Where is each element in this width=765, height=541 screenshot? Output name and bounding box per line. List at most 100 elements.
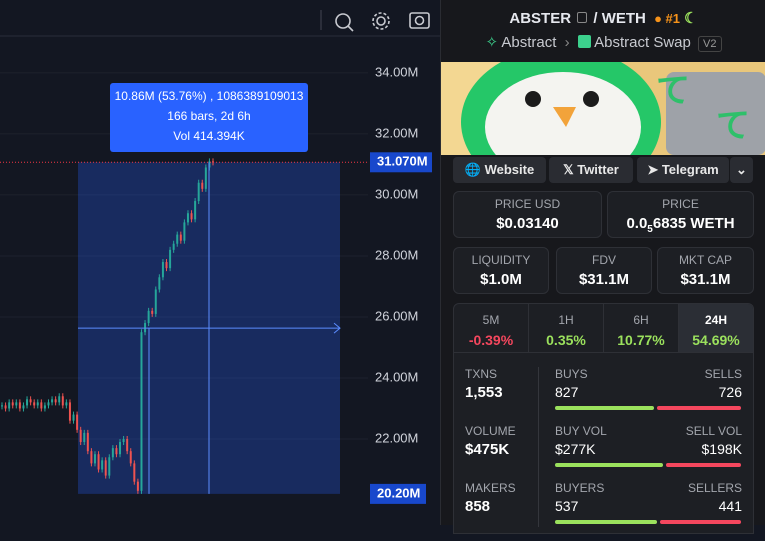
copy-icon[interactable]	[577, 12, 588, 23]
candle	[161, 262, 164, 278]
candle	[26, 399, 29, 406]
tooltip-line: Vol 414.394K	[173, 129, 244, 143]
last-price-badge	[370, 152, 432, 173]
candle	[79, 429, 82, 443]
token-symbol: ABSTER	[509, 10, 572, 27]
stat-right-label: SELLS	[704, 367, 742, 381]
replay-icon	[335, 13, 351, 29]
timeframe-tab[interactable]: 24H 54.69%	[679, 304, 753, 352]
pair-panel: ABSTER / WETH ● #1 ☾ ✧ Abstract › Abstra…	[440, 0, 765, 534]
timeframe-tab[interactable]: 6H 10.77%	[604, 304, 679, 352]
metric-value: $1.0M	[480, 271, 522, 288]
candle	[33, 402, 36, 406]
range-low-badge	[370, 483, 426, 504]
candle	[165, 262, 168, 269]
stat-left-label: BUY VOL	[555, 424, 607, 438]
metric-label: FDV	[592, 253, 616, 267]
timeframes: 5M -0.39% 1H 0.35% 6H 10.77% 24H 54.69%	[453, 303, 754, 354]
banner-monitor	[666, 72, 765, 155]
timeframe-change: -0.39%	[468, 332, 514, 348]
candle	[190, 213, 193, 220]
candle	[176, 234, 179, 244]
sell-bar	[657, 406, 741, 410]
candle	[15, 402, 18, 406]
candle	[97, 454, 100, 470]
penguin-eye	[525, 91, 541, 107]
candle	[86, 432, 89, 452]
candle	[158, 277, 161, 290]
quote-symbol: / WETH	[593, 10, 646, 27]
twitter-button[interactable]: 𝕏 Twitter	[549, 157, 633, 183]
pair-subtitle: ✧ Abstract › Abstract Swap V2	[441, 33, 765, 52]
toolbar-icons	[335, 12, 430, 32]
stat-left-value: 827	[555, 384, 579, 400]
stat-left-value: 537	[555, 498, 579, 514]
label: PRICE USD	[494, 197, 561, 211]
timeframe-tab[interactable]: 5M -0.39%	[454, 304, 529, 352]
stat-row: TXNS 1,553 BUYS 827 SELLS 726	[454, 367, 754, 427]
candle	[29, 399, 32, 403]
moon-icon: ☾	[684, 10, 698, 27]
telegram-button[interactable]: ➤ Telegram	[637, 157, 729, 183]
timeframe-tab[interactable]: 1H 0.35%	[529, 304, 604, 352]
native-lead: 0.0	[626, 215, 648, 232]
y-tick-label: 24.00M	[375, 369, 418, 384]
stat-right-value: $198K	[701, 441, 742, 457]
dex[interactable]: Abstract Swap	[594, 34, 691, 51]
chevron: ›	[564, 34, 570, 51]
camera-lens	[414, 15, 425, 26]
native-zeros: 5	[647, 224, 653, 235]
candle	[1, 405, 3, 407]
candle	[11, 402, 14, 406]
candle	[111, 448, 114, 458]
metric-card: MKT CAP $31.1M	[657, 247, 754, 294]
replay-icon-handle	[347, 25, 354, 32]
candle	[186, 213, 189, 223]
candle	[194, 201, 197, 220]
candle	[40, 402, 43, 409]
rank: #1	[665, 11, 680, 26]
candle	[172, 243, 175, 250]
camera-icon	[409, 12, 430, 29]
candle	[101, 460, 104, 470]
measure-tooltip	[110, 83, 308, 152]
candle	[18, 402, 21, 409]
candle	[93, 454, 96, 464]
candle	[76, 414, 79, 430]
settings-icon	[376, 16, 386, 26]
sell-bar	[660, 520, 741, 524]
candle	[133, 463, 136, 482]
y-tick-label: 30.00M	[375, 186, 418, 201]
website-button[interactable]: 🌐 Website	[453, 157, 546, 183]
stat-left-label: BUYERS	[555, 481, 605, 495]
y-tick-label: 32.00M	[375, 125, 418, 140]
stats: TXNS 1,553 BUYS 827 SELLS 726 VOLUME $475K BUY V…	[453, 352, 754, 534]
metric-label: MKT CAP	[678, 253, 733, 267]
metric-value: $31.1M	[680, 271, 731, 288]
metric-card: LIQUIDITY $1.0M	[453, 247, 549, 294]
chain[interactable]: Abstract	[501, 34, 557, 51]
candle	[140, 332, 143, 491]
candle	[119, 442, 122, 455]
candle	[72, 414, 75, 421]
candle	[65, 402, 68, 406]
candle	[8, 402, 11, 409]
candle	[22, 405, 25, 409]
stat-row: VOLUME $475K BUY VOL $277K SELL VOL $198K	[454, 424, 754, 484]
candle	[43, 405, 46, 409]
price-usd-card: PRICE USD $0.03140	[453, 191, 602, 238]
timeframe-change: 10.77%	[617, 332, 665, 348]
candle	[115, 448, 118, 455]
candle	[90, 451, 93, 464]
price-axis	[368, 0, 440, 525]
divider	[538, 367, 539, 527]
timeframe-label: 24H	[704, 313, 727, 327]
label: PRICE	[662, 197, 699, 211]
native-rest: 6835 WETH	[652, 215, 735, 232]
metric-value: $31.1M	[578, 271, 630, 288]
tooltip-line: 166 bars, 2d 6h	[167, 109, 250, 123]
candle	[154, 289, 157, 314]
penguin-eye	[583, 91, 599, 107]
buy-bar	[555, 463, 663, 467]
more-links[interactable]: ⌄	[730, 157, 753, 183]
